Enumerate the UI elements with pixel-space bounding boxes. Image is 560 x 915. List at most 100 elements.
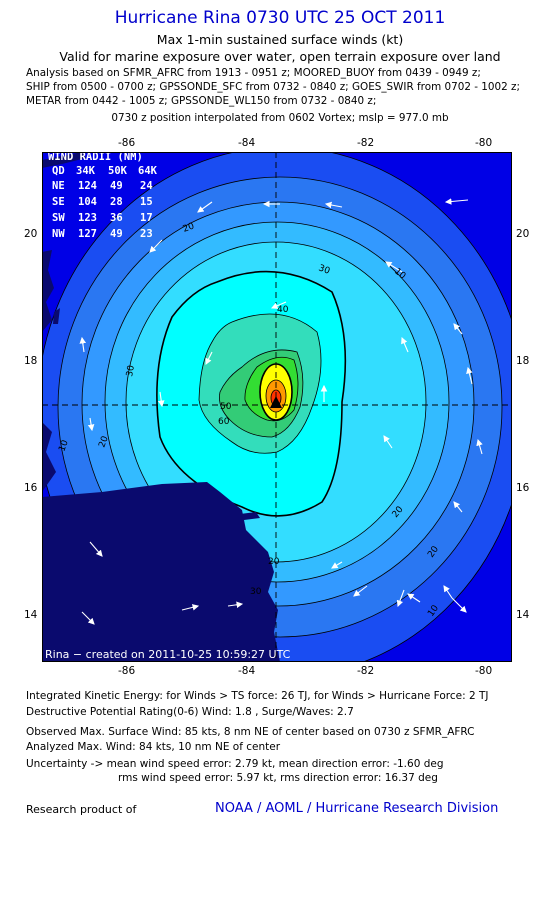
position-note: 0730 z position interpolated from 0602 V… bbox=[111, 112, 449, 124]
radii-header-34k: 34K bbox=[76, 165, 96, 177]
radii-row-quadrant: SE bbox=[52, 196, 65, 208]
wind-radii-table: WIND RADII (NM) QD 34K 50K 64K NE 124 49… bbox=[48, 152, 158, 240]
wind-arrow bbox=[331, 561, 343, 569]
wind-arrow bbox=[407, 593, 421, 603]
wind-arrow bbox=[353, 585, 368, 597]
wind-arrow bbox=[396, 589, 405, 608]
radii-row-34k: 123 bbox=[78, 212, 97, 224]
wind-arrow bbox=[451, 597, 467, 613]
validity-note: Valid for marine exposure over water, op… bbox=[59, 49, 501, 64]
noaa-credit: NOAA / AOML / Hurricane Research Divisio… bbox=[215, 801, 499, 816]
belize-coast bbox=[42, 422, 56, 492]
analysis-line-3: METAR from 0442 - 1005 z; GPSSONDE_WL150… bbox=[26, 95, 377, 107]
lat-tick-right: 14 bbox=[516, 609, 530, 621]
radii-header-50k: 50K bbox=[108, 165, 128, 177]
lon-tick-top: -82 bbox=[357, 137, 375, 149]
radii-row-quadrant: SW bbox=[52, 212, 65, 224]
lat-tick-right: 16 bbox=[516, 482, 530, 494]
research-label: Research product of bbox=[26, 803, 137, 816]
radii-row-64k: 24 bbox=[140, 180, 153, 192]
wind-arrow bbox=[383, 435, 393, 449]
contour-label: 20 bbox=[268, 557, 280, 567]
contour-label: 30 bbox=[125, 364, 137, 377]
lat-tick-left: 20 bbox=[24, 228, 38, 240]
lon-tick-bottom: -84 bbox=[238, 665, 256, 677]
dpr-line: Destructive Potential Rating(0-6) Wind: … bbox=[26, 706, 354, 718]
wind-arrow bbox=[227, 601, 244, 609]
ike-line: Integrated Kinetic Energy: for Winds > T… bbox=[26, 690, 489, 702]
wind-arrow bbox=[181, 604, 200, 611]
lon-tick-top: -86 bbox=[118, 137, 136, 149]
radii-row-34k: 124 bbox=[78, 180, 97, 192]
radii-row-34k: 104 bbox=[78, 196, 97, 208]
map-subtitle: Max 1-min sustained surface winds (kt) bbox=[156, 32, 404, 47]
wind-arrow bbox=[466, 366, 473, 385]
wind-field-map: 10 10 20 20 20 20 20 30 30 30 40 50 60 1… bbox=[42, 152, 512, 662]
radii-row-64k: 15 bbox=[140, 196, 153, 208]
analysis-line-2: SHIP from 0500 - 0700 z; GPSSONDE_SFC fr… bbox=[26, 81, 520, 93]
wind-arrow bbox=[453, 323, 463, 335]
radii-row-quadrant: NW bbox=[52, 228, 65, 240]
honduras-coast bbox=[42, 482, 280, 662]
contour-label: 50 bbox=[220, 402, 232, 412]
contour-label: 30 bbox=[317, 263, 331, 276]
storm-center-marker bbox=[270, 396, 282, 408]
wind-arrow bbox=[476, 438, 483, 455]
lat-tick-left: 18 bbox=[24, 355, 38, 367]
lat-tick-right: 18 bbox=[516, 355, 530, 367]
wind-arrow bbox=[385, 261, 403, 273]
wind-arrow bbox=[157, 391, 165, 408]
map-title: Hurricane Rina 0730 UTC 25 OCT 2011 bbox=[114, 8, 446, 28]
cozumel-island bbox=[53, 308, 60, 324]
lon-tick-top: -84 bbox=[238, 137, 256, 149]
lat-tick-left: 14 bbox=[24, 609, 38, 621]
observed-max-line: Observed Max. Surface Wind: 85 kts, 8 nm… bbox=[26, 726, 475, 738]
wind-arrow bbox=[401, 336, 409, 353]
radii-header-qd: QD bbox=[52, 165, 65, 177]
contour-lines bbox=[42, 152, 512, 662]
wind-arrow bbox=[453, 501, 463, 513]
contour-label: 60 bbox=[218, 417, 230, 427]
contour-label: 20 bbox=[97, 435, 110, 449]
radii-header-64k: 64K bbox=[138, 165, 158, 177]
lat-tick-right: 20 bbox=[516, 228, 530, 240]
radii-row-34k: 127 bbox=[78, 228, 97, 240]
yucatan-coast bbox=[42, 250, 54, 332]
bay-islands bbox=[240, 512, 260, 520]
radii-row-64k: 23 bbox=[140, 228, 153, 240]
radii-row-50k: 49 bbox=[110, 180, 123, 192]
land-masses bbox=[42, 152, 280, 662]
wind-arrow bbox=[444, 198, 469, 205]
contour-label: 10 bbox=[57, 439, 70, 453]
contour-label: 20 bbox=[182, 221, 196, 234]
wind-radii-title: WIND RADII (NM) bbox=[48, 152, 143, 163]
wind-arrow bbox=[89, 541, 103, 557]
creation-credit: Rina − created on 2011-10-25 10:59:27 UT… bbox=[45, 648, 291, 661]
radii-row-quadrant: NE bbox=[52, 180, 65, 192]
cuba-island bbox=[42, 152, 86, 168]
lon-tick-top: -80 bbox=[475, 137, 493, 149]
lon-tick-bottom: -82 bbox=[357, 665, 375, 677]
contour-label: 40 bbox=[277, 305, 289, 315]
radii-row-50k: 28 bbox=[110, 196, 123, 208]
contour-label: 30 bbox=[250, 587, 262, 597]
wind-arrow bbox=[270, 301, 287, 309]
wind-arrow bbox=[79, 336, 87, 353]
lon-tick-bottom: -86 bbox=[118, 665, 136, 677]
radii-row-64k: 17 bbox=[140, 212, 153, 224]
analyzed-max-line: Analyzed Max. Wind: 84 kts, 10 nm NE of … bbox=[26, 741, 281, 753]
wind-arrow bbox=[87, 417, 95, 432]
wind-vectors bbox=[79, 198, 483, 625]
wind-arrow bbox=[324, 201, 343, 209]
wind-arrow bbox=[197, 201, 213, 213]
lat-tick-left: 16 bbox=[24, 482, 38, 494]
radii-row-50k: 36 bbox=[110, 212, 123, 224]
radii-row-50k: 49 bbox=[110, 228, 123, 240]
wind-arrow bbox=[81, 611, 95, 625]
map-frame bbox=[42, 152, 512, 662]
uncertainty-line-2: rms wind speed error: 5.97 kt, rms direc… bbox=[118, 772, 438, 784]
uncertainty-line-1: Uncertainty -> mean wind speed error: 2.… bbox=[26, 758, 444, 770]
analysis-line-1: Analysis based on SFMR_AFRC from 1913 - … bbox=[26, 67, 481, 79]
wind-arrow bbox=[443, 585, 453, 599]
lon-tick-bottom: -80 bbox=[475, 665, 493, 677]
